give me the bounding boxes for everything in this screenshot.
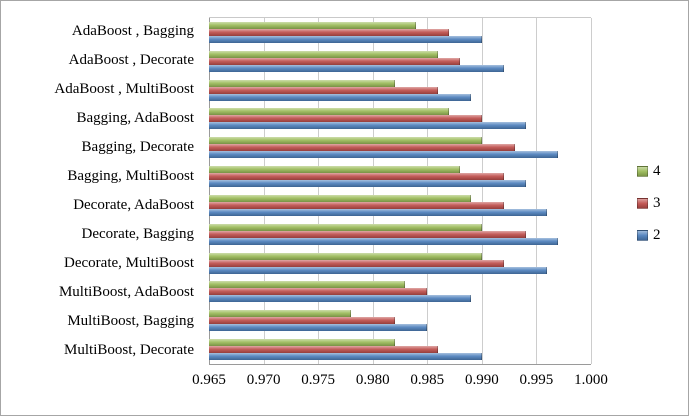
legend-label: 3 (653, 195, 661, 211)
bar-group (209, 133, 591, 162)
bar-series-2 (209, 180, 526, 188)
gridline (591, 18, 592, 364)
x-tick-label: 0.980 (355, 372, 390, 388)
legend: 4 3 2 (637, 163, 661, 244)
gridline (481, 18, 483, 364)
bar-series-2 (209, 35, 482, 43)
bar-series-4 (209, 137, 482, 145)
bar-series-3 (209, 115, 482, 123)
legend-swatch (637, 198, 648, 209)
bar-group (209, 335, 591, 364)
bar-series-2 (209, 295, 471, 303)
bar-series-3 (209, 317, 395, 325)
gridline (318, 18, 320, 364)
bar-series-4 (209, 50, 439, 58)
x-tick-label: 0.995 (519, 372, 554, 388)
bar-group (209, 277, 591, 306)
legend-item: 2 (637, 227, 661, 244)
x-tick-label: 0.985 (410, 372, 445, 388)
bar-series-2 (209, 208, 548, 216)
category-label: MultiBoost, AdaBoost (58, 284, 194, 300)
category-axis-labels: AdaBoost , Bagging AdaBoost , Decorate Ada… (1, 17, 201, 365)
category-label: MultiBoost, Decorate (64, 342, 194, 358)
category-label: Decorate, MultiBoost (64, 255, 194, 271)
x-tick-label: 0.975 (301, 372, 336, 388)
bar-group (209, 191, 591, 220)
bar-series-2 (209, 93, 471, 101)
plot-area (209, 17, 592, 365)
bar-series-2 (209, 266, 548, 274)
bar-series-3 (209, 201, 504, 209)
category-label: Decorate, AdaBoost (73, 197, 194, 213)
bar-series-2 (209, 353, 482, 361)
x-tick-label: 0.965 (192, 372, 226, 388)
bar-group (209, 220, 591, 249)
category-label: Bagging, AdaBoost (76, 110, 194, 126)
bar-series-4 (209, 21, 417, 29)
bar-series-4 (209, 108, 450, 116)
legend-swatch (637, 230, 648, 241)
category-label: AdaBoost , Decorate (68, 52, 194, 68)
bar-series-4 (209, 194, 471, 202)
y-axis-line (209, 18, 210, 364)
category-label: AdaBoost , Bagging (71, 23, 194, 39)
category-label: Bagging, Decorate (81, 139, 194, 155)
legend-item: 3 (637, 195, 661, 212)
bar-series-3 (209, 288, 428, 296)
bars (209, 18, 591, 364)
bar-series-2 (209, 151, 559, 159)
bar-series-3 (209, 28, 450, 36)
bar-series-3 (209, 173, 504, 181)
bar-group (209, 104, 591, 133)
bar-series-2 (209, 237, 559, 245)
bar-series-3 (209, 259, 504, 267)
bar-series-3 (209, 86, 439, 94)
gridline (372, 18, 374, 364)
bar-group (209, 18, 591, 47)
bar-group (209, 249, 591, 278)
gridline (263, 18, 265, 364)
category-label: AdaBoost , MultiBoost (54, 81, 194, 97)
bar-series-4 (209, 223, 482, 231)
legend-label: 2 (653, 227, 661, 243)
category-label: Decorate, Bagging (81, 226, 194, 242)
bar-series-4 (209, 310, 351, 318)
bar-group (209, 47, 591, 76)
bar-series-2 (209, 324, 428, 332)
bar-series-2 (209, 122, 526, 130)
bar-series-3 (209, 230, 526, 238)
bar-series-4 (209, 166, 461, 174)
x-tick-label: 0.970 (246, 372, 281, 388)
x-axis-tick-labels: 0.965 0.970 0.975 0.980 0.985 0.990 0.995 1.000 (192, 372, 608, 392)
category-label: Bagging, MultiBoost (67, 168, 194, 184)
gridline (427, 18, 429, 364)
bar-series-4 (209, 252, 482, 260)
legend-item: 4 (637, 163, 661, 180)
bar-series-4 (209, 79, 395, 87)
bar-series-3 (209, 144, 515, 152)
bar-series-3 (209, 346, 439, 354)
bar-series-2 (209, 64, 504, 72)
x-tick-label: 0.990 (464, 372, 499, 388)
bar-series-4 (209, 281, 406, 289)
bar-group (209, 76, 591, 105)
bar-group (209, 162, 591, 191)
category-label: MultiBoost, Bagging (67, 313, 194, 329)
bar-series-4 (209, 339, 395, 347)
bar-series-3 (209, 57, 461, 65)
gridline (536, 18, 538, 364)
legend-label: 4 (653, 163, 661, 179)
x-tick-label: 1.000 (574, 372, 608, 388)
bar-group (209, 306, 591, 335)
legend-swatch (637, 166, 648, 177)
